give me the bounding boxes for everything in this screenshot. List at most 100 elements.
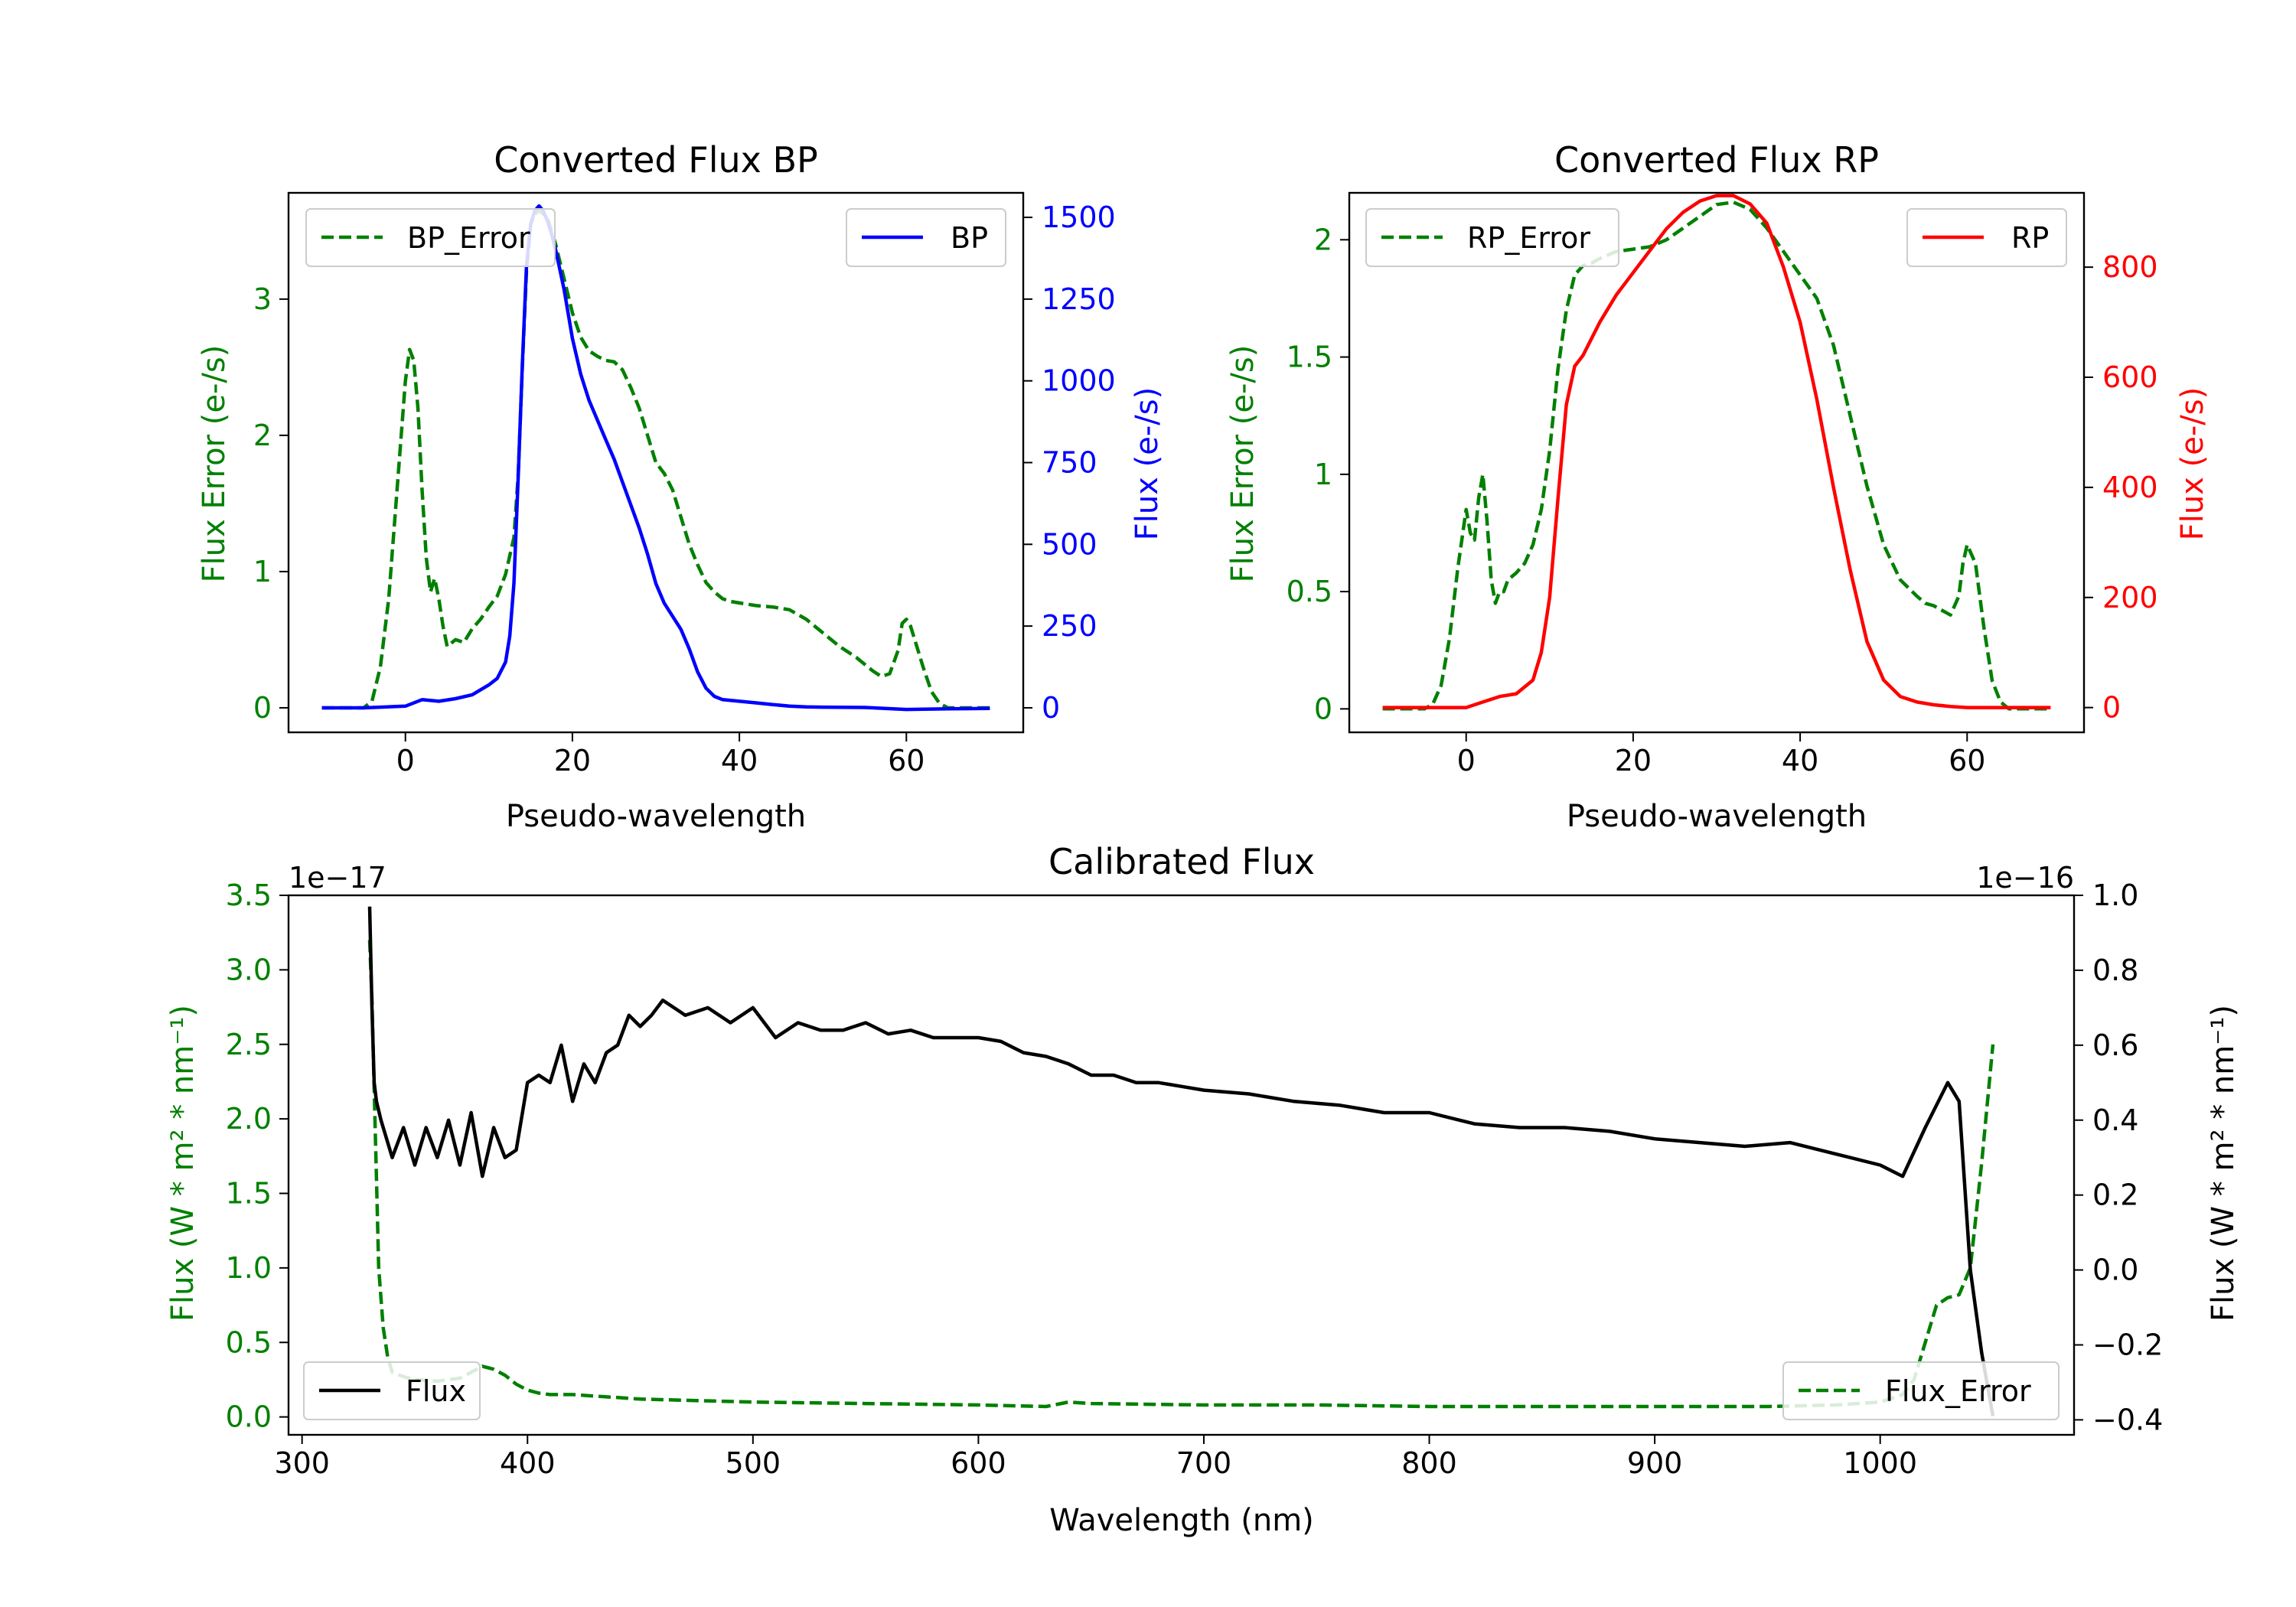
cal-x-tick-label: 300 — [274, 1446, 330, 1480]
rp-legend-right: RP — [1906, 208, 2067, 267]
panel-calibrated: Calibrated Flux Wavelength (nm) Flux (W … — [165, 841, 2241, 1538]
bp-axes-frame — [287, 191, 1025, 734]
bp-legend-right: BP — [846, 208, 1006, 267]
cal-legend-right: Flux_Error — [1782, 1361, 2060, 1420]
cal-y-right-tick-label: 1.0 — [2092, 878, 2138, 912]
rp-axes-frame — [1348, 191, 2086, 734]
bp-y-right-tick-label: 1500 — [1042, 200, 1116, 234]
bp-y-left-tick-label: 0 — [253, 691, 272, 725]
bp-x-tick-label: 60 — [888, 744, 925, 777]
cal-axes-frame — [287, 894, 2076, 1436]
cal-y-right-tick-label: 0.6 — [2092, 1028, 2138, 1062]
cal-series-flux — [367, 906, 1995, 1416]
bp-y-ticks-left: 0 1 2 3 — [253, 282, 289, 725]
bp-y-right-tick-label: 250 — [1042, 609, 1097, 643]
panel-bp: Converted Flux BP Pseudo-wavelength Flux… — [197, 139, 1165, 834]
cal-y-left-tick-label: 0.5 — [226, 1325, 272, 1359]
cal-x-tick-label: 500 — [726, 1446, 781, 1480]
cal-ylabel-right: Flux (W * m² * nm⁻¹) — [2206, 1005, 2241, 1322]
cal-y-left-tick-label: 0.0 — [226, 1400, 272, 1434]
bp-x-tick-label: 40 — [721, 744, 758, 777]
rp-y-right-tick-label: 800 — [2102, 250, 2158, 284]
cal-y-left-tick-label: 1.0 — [226, 1251, 272, 1285]
cal-y-left-tick-label: 3.0 — [226, 953, 272, 986]
cal-x-tick-label: 800 — [1401, 1446, 1457, 1480]
rp-y-right-tick-label: 600 — [2102, 360, 2158, 394]
rp-ylabel-right: Flux (e-/s) — [2175, 387, 2210, 540]
rp-series-rp-error — [1382, 200, 2051, 711]
cal-title: Calibrated Flux — [1049, 841, 1315, 882]
rp-plot-area — [1382, 194, 2051, 711]
rp-legend-right-label: RP — [2011, 221, 2049, 255]
cal-plot-area — [367, 906, 1995, 1416]
rp-legend-left: RP_Error — [1365, 208, 1619, 267]
bp-legend-left-label: BP_Error — [407, 221, 530, 255]
bp-y-right-tick-label: 500 — [1042, 527, 1097, 561]
cal-y-right-tick-label: 0.8 — [2092, 953, 2138, 987]
rp-y-left-tick-label: 0.5 — [1287, 575, 1332, 608]
bp-ylabel-right: Flux (e-/s) — [1130, 387, 1165, 540]
bp-series-bp — [321, 204, 990, 712]
cal-x-tick-label: 400 — [500, 1446, 556, 1480]
rp-y-right-tick-label: 200 — [2102, 581, 2158, 614]
cal-y-left-tick-label: 1.5 — [226, 1177, 272, 1211]
cal-y-right-tick-label: 0.0 — [2092, 1253, 2138, 1287]
cal-ylabel-left: Flux (W * m² * nm⁻¹) — [165, 1005, 201, 1322]
rp-y-ticks-left: 0 0.5 1 1.5 2 — [1287, 223, 1349, 725]
rp-y-right-tick-label: 400 — [2102, 471, 2158, 504]
bp-y-right-tick-label: 750 — [1042, 446, 1097, 480]
cal-y-left-tick-label: 2.0 — [226, 1102, 272, 1136]
rp-x-tick-label: 60 — [1949, 744, 1985, 777]
cal-legend-right-label: Flux_Error — [1885, 1374, 2031, 1408]
cal-x-tick-label: 900 — [1627, 1446, 1683, 1480]
bp-y-left-tick-label: 1 — [253, 555, 272, 588]
cal-y-ticks-left: 0.0 0.5 1.0 1.5 2.0 2.5 3.0 3.5 — [226, 878, 289, 1434]
cal-y-left-tick-label: 3.5 — [226, 878, 272, 912]
rp-y-left-tick-label: 1.5 — [1287, 341, 1332, 374]
bp-y-ticks-right: 0 250 500 750 1000 1250 1500 — [1023, 200, 1116, 725]
cal-y-right-tick-label: −0.4 — [2092, 1403, 2163, 1436]
rp-series-rp — [1382, 194, 2051, 709]
rp-title: Converted Flux RP — [1554, 139, 1879, 181]
bp-y-right-tick-label: 1000 — [1042, 364, 1116, 398]
rp-x-tick-label: 40 — [1782, 744, 1818, 777]
cal-y-right-tick-label: −0.2 — [2092, 1328, 2163, 1362]
cal-x-tick-label: 1000 — [1843, 1446, 1917, 1480]
bp-y-right-tick-label: 1250 — [1042, 282, 1116, 316]
bp-x-ticks: 0 20 40 60 — [396, 732, 925, 777]
bp-plot-area — [321, 204, 990, 712]
bp-legend-right-label: BP — [951, 221, 988, 255]
bp-y-left-tick-label: 3 — [253, 282, 272, 316]
rp-ylabel-left: Flux Error (e-/s) — [1225, 345, 1261, 583]
cal-legend-left-label: Flux — [406, 1374, 466, 1408]
bp-xlabel: Pseudo-wavelength — [506, 799, 806, 834]
cal-x-ticks: 300 400 500 600 700 800 900 1000 — [274, 1435, 1917, 1480]
cal-offset-right: 1e−16 — [1976, 861, 2074, 895]
bp-legend-left: BP_Error — [305, 208, 556, 267]
bp-y-left-tick-label: 2 — [253, 419, 272, 452]
rp-y-left-tick-label: 1 — [1314, 458, 1332, 491]
cal-x-tick-label: 600 — [951, 1446, 1006, 1480]
cal-legend-left: Flux — [303, 1361, 481, 1420]
cal-series-flux-error — [367, 940, 1995, 1409]
rp-x-tick-label: 0 — [1457, 744, 1476, 777]
rp-x-ticks: 0 20 40 60 — [1457, 732, 1985, 777]
cal-y-left-tick-label: 2.5 — [226, 1028, 272, 1061]
rp-xlabel: Pseudo-wavelength — [1567, 799, 1867, 834]
cal-y-ticks-right: −0.4 −0.2 0.0 0.2 0.4 0.6 0.8 1.0 — [2074, 878, 2163, 1436]
rp-x-tick-label: 20 — [1615, 744, 1652, 777]
cal-y-right-tick-label: 0.4 — [2092, 1103, 2138, 1137]
cal-x-tick-label: 700 — [1176, 1446, 1232, 1480]
bp-ylabel-left: Flux Error (e-/s) — [197, 345, 232, 583]
rp-y-ticks-right: 0 200 400 600 800 — [2084, 250, 2158, 725]
panel-rp: Converted Flux RP Pseudo-wavelength Flux… — [1225, 139, 2210, 834]
cal-offset-left: 1e−17 — [289, 861, 386, 895]
bp-title: Converted Flux BP — [494, 139, 818, 181]
rp-y-right-tick-label: 0 — [2102, 691, 2121, 725]
bp-x-tick-label: 20 — [554, 744, 591, 777]
bp-y-right-tick-label: 0 — [1042, 691, 1060, 725]
cal-y-right-tick-label: 0.2 — [2092, 1178, 2138, 1212]
cal-xlabel: Wavelength (nm) — [1049, 1503, 1314, 1538]
bp-x-tick-label: 0 — [396, 744, 415, 777]
